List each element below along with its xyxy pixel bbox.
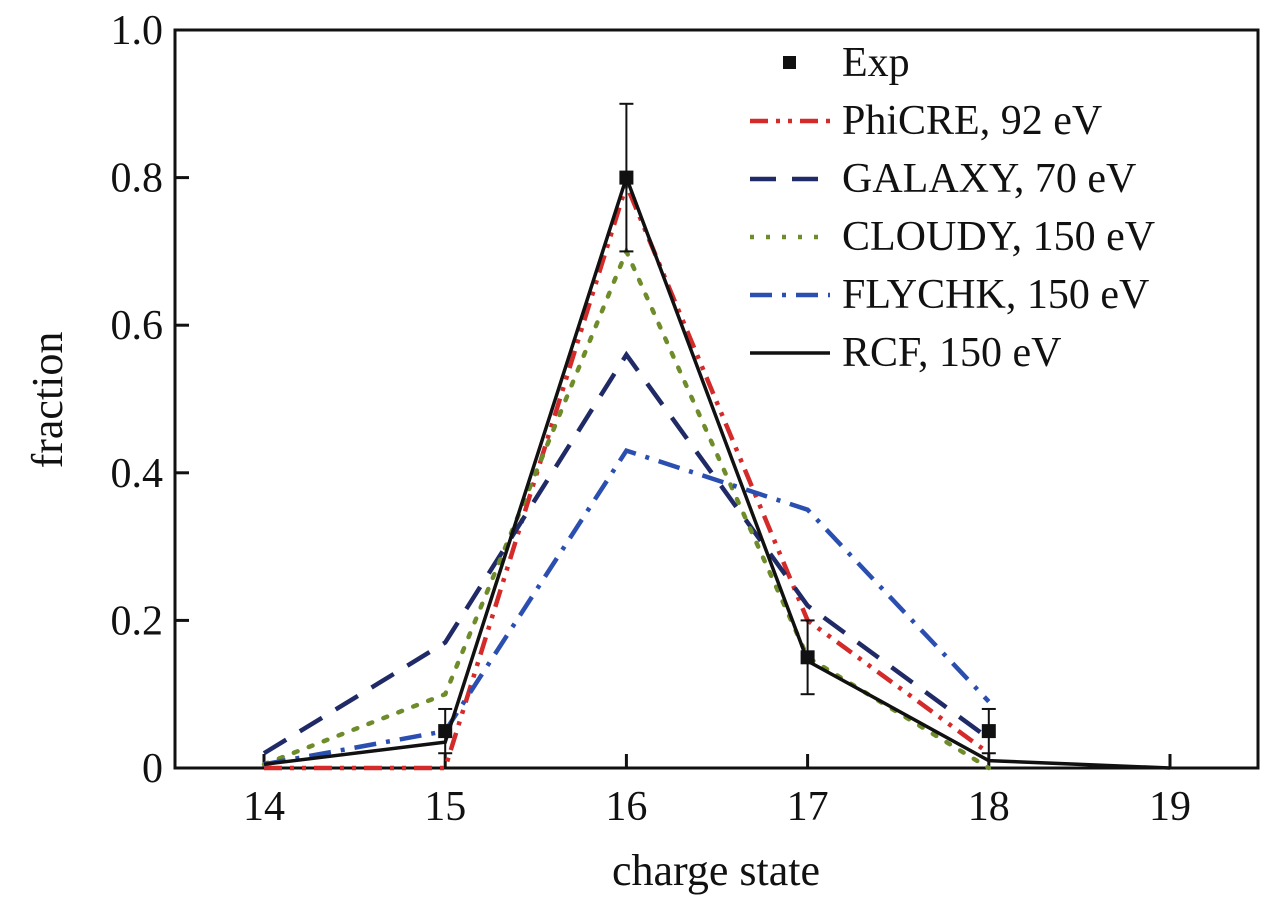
exp-data-point: [438, 724, 453, 739]
series-line-galaxy: [262, 350, 991, 756]
legend-label: Exp: [842, 40, 910, 86]
legend-label: GALAXY, 70 eV: [842, 156, 1136, 202]
series-line-cloudy: [261, 245, 992, 771]
x-tick-label: 18: [968, 784, 1010, 830]
x-axis-ticks: 14 15 16 17 18 19: [243, 754, 1191, 830]
y-tick-label: 0.8: [111, 156, 164, 202]
y-tick-label: 0: [142, 746, 163, 792]
x-tick-label: 17: [787, 784, 829, 830]
y-tick-label: 0.2: [111, 598, 164, 644]
y-axis-ticks: 0 0.2 0.4 0.6 0.8 1.0: [111, 8, 189, 792]
x-axis-label: charge state: [612, 846, 820, 895]
series-line-rcf: [263, 172, 1171, 770]
series-lines: [261, 172, 1171, 771]
exp-data-point: [619, 170, 634, 185]
plot-frame: [173, 28, 1260, 770]
legend-label: CLOUDY, 150 eV: [842, 214, 1155, 260]
experiment-points: [438, 102, 996, 755]
y-tick-label: 0.6: [111, 303, 164, 349]
legend-label: FLYCHK, 150 eV: [842, 272, 1149, 318]
legend-label: PhiCRE, 92 eV: [842, 98, 1102, 144]
y-axis-label: fraction: [23, 332, 72, 469]
x-tick-label: 16: [605, 784, 647, 830]
exp-data-point: [800, 650, 815, 665]
legend-label: RCF, 150 eV: [842, 330, 1062, 376]
y-tick-label: 0.4: [111, 451, 164, 497]
exp-data-point: [981, 724, 996, 739]
x-tick-label: 14: [243, 784, 285, 830]
series-line-flychk: [263, 447, 991, 767]
x-tick-label: 19: [1149, 784, 1191, 830]
y-tick-label: 1.0: [111, 8, 164, 54]
legend: Exp PhiCRE, 92 eV GALAXY, 70 eV CLOUDY, 150…: [750, 40, 1155, 376]
legend-marker-exp: [783, 56, 796, 69]
x-tick-label: 15: [424, 784, 466, 830]
